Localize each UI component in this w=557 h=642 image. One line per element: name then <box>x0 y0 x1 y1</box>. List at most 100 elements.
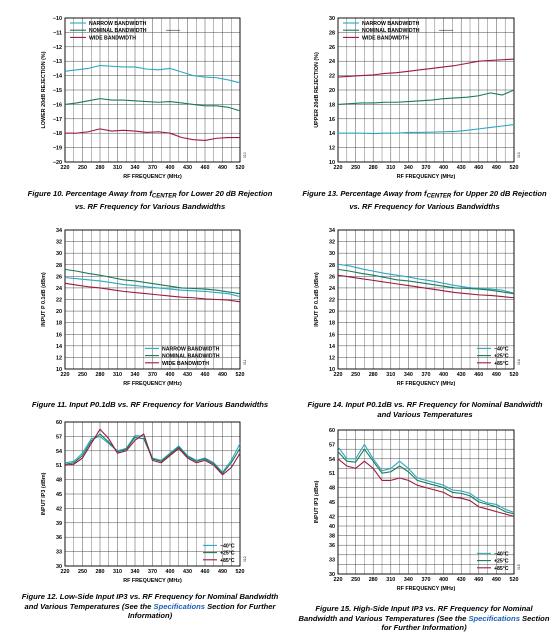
x-tick-label: 310 <box>113 372 122 378</box>
chart-figure-14: 220 250 280 310 340 370 400 430 460 490 520 10 12 14 1… <box>290 222 550 397</box>
caption-figure-12: Figure 12. Low-Side Input IP3 vs. RF Fre… <box>20 592 280 621</box>
x-tick-label: 310 <box>386 372 395 378</box>
y-tick-label: 33 <box>329 558 335 564</box>
x-tick-label: 460 <box>201 165 210 171</box>
y-tick-label: 36 <box>329 543 335 549</box>
legend-label: NOMINAL BANDWIDTH <box>89 28 147 34</box>
y-tick-label: 10 <box>329 367 335 373</box>
legend-label: NOMINAL BANDWIDTH <box>362 28 420 34</box>
legend-label: +25°C <box>220 551 235 557</box>
x-axis-label: RF FREQUENCY (MHz) <box>397 381 456 387</box>
grid <box>337 229 515 370</box>
legend-label: NARROW BANDWIDTH <box>162 346 220 352</box>
x-tick-label: 220 <box>334 165 343 171</box>
y-axis-label: LOWER 20dB REJECTION (%) <box>41 51 47 128</box>
x-tick-label: 370 <box>422 372 431 378</box>
y-tick-label: 16 <box>56 332 62 338</box>
specifications-link[interactable]: Specifications <box>153 601 205 611</box>
y-axis-label: INPUT IP3 (dBm) <box>41 472 47 515</box>
plot-frame <box>64 229 241 370</box>
y-tick-label: 22 <box>56 298 62 304</box>
series-line-0 <box>337 443 515 514</box>
caption-sub: CENTER <box>151 193 177 200</box>
y-tick-label: 34 <box>56 228 62 234</box>
x-tick-label: 220 <box>61 372 70 378</box>
x-tick-label: 250 <box>351 372 360 378</box>
x-tick-label: 310 <box>113 569 122 575</box>
plot-frame <box>337 429 515 575</box>
x-tick-label: 280 <box>369 165 378 171</box>
plot-frame <box>337 229 515 370</box>
legend-label: −40°C <box>494 551 509 557</box>
y-tick-label: 39 <box>56 521 62 527</box>
legend-label: +85°C <box>494 566 509 572</box>
x-tick-label: 460 <box>201 372 210 378</box>
x-tick-label: 520 <box>236 372 245 378</box>
y-tick-label: 30 <box>329 16 335 22</box>
y-tick-label: 26 <box>329 45 335 51</box>
y-tick-label: 38 <box>329 534 335 540</box>
x-tick-label: 220 <box>61 165 70 171</box>
y-tick-label: 48 <box>329 486 335 492</box>
x-axis-label: RF FREQUENCY (MHz) <box>123 381 182 387</box>
x-tick-label: 310 <box>113 165 122 171</box>
x-tick-label: 490 <box>492 577 501 583</box>
y-tick-label: 57 <box>329 442 335 448</box>
legend-label: NARROW BANDWIDTH <box>89 21 147 27</box>
legend-label: WIDE BANDWIDTH <box>89 35 136 41</box>
caption-pre: Figure 15. High-Side Input IP3 vs. RF Fr… <box>298 604 533 623</box>
figure-id: 012 <box>243 556 247 562</box>
y-tick-label: 28 <box>56 263 62 269</box>
y-tick-label: 20 <box>329 88 335 94</box>
y-axis-label: UPPER 20dB REJECTION (%) <box>314 52 320 128</box>
legend-label: WIDE BANDWIDTH <box>162 361 209 367</box>
x-tick-label: 310 <box>386 165 395 171</box>
x-tick-label: 250 <box>351 577 360 583</box>
x-tick-label: 430 <box>183 569 192 575</box>
x-tick-label: 340 <box>131 569 140 575</box>
x-axis-label: RF FREQUENCY (MHz) <box>397 174 456 180</box>
caption-pre: Figure 12. Low-Side Input IP3 vs. RF Fre… <box>21 592 279 611</box>
x-tick-label: 220 <box>334 372 343 378</box>
y-tick-label: −12 <box>53 45 62 51</box>
y-tick-label: 24 <box>56 286 62 292</box>
caption-post: for Upper 20 dB Rejection vs. RF Frequen… <box>349 189 547 211</box>
series-line-2 <box>65 128 240 141</box>
x-tick-label: 340 <box>131 165 140 171</box>
chart-svg: 220 250 280 310 340 370 400 430 460 490 520 10 12 14 1… <box>314 16 521 180</box>
x-tick-label: 310 <box>386 577 395 583</box>
y-tick-label: 14 <box>56 344 62 350</box>
specifications-link[interactable]: Specifications <box>468 613 520 623</box>
x-tick-label: 280 <box>369 372 378 378</box>
y-tick-label: −14 <box>53 74 62 80</box>
plot-frame <box>64 17 241 163</box>
y-tick-label: 51 <box>56 463 62 469</box>
figure-id: 010 <box>243 152 247 158</box>
x-tick-label: 520 <box>510 372 519 378</box>
x-tick-label: 220 <box>334 577 343 583</box>
x-tick-label: 370 <box>148 165 157 171</box>
y-tick-label: 32 <box>56 240 62 246</box>
y-tick-label: 34 <box>329 228 335 234</box>
y-tick-label: 18 <box>329 321 335 327</box>
y-tick-label: 45 <box>56 492 62 498</box>
y-tick-label: −17 <box>53 117 62 123</box>
legend-label: NARROW BANDWIDTH <box>362 21 420 27</box>
y-tick-label: 30 <box>329 572 335 578</box>
caption-figure-13: Figure 13. Percentage Away from fCENTER … <box>297 189 552 212</box>
y-tick-label: 26 <box>56 274 62 280</box>
x-tick-label: 280 <box>96 372 105 378</box>
series-line-2 <box>64 428 241 476</box>
y-tick-label: 20 <box>329 309 335 315</box>
grid <box>64 17 241 163</box>
x-axis-label: RF FREQUENCY (MHz) <box>123 578 182 584</box>
x-tick-label: 520 <box>236 165 245 171</box>
x-tick-label: 340 <box>404 577 413 583</box>
x-tick-label: 460 <box>474 372 483 378</box>
y-tick-label: 48 <box>56 478 62 484</box>
x-tick-label: 430 <box>457 165 466 171</box>
series-line-1 <box>64 268 241 295</box>
legend-label: +25°C <box>494 559 509 565</box>
legend-label: +85°C <box>494 361 509 367</box>
x-tick-label: 400 <box>439 577 448 583</box>
